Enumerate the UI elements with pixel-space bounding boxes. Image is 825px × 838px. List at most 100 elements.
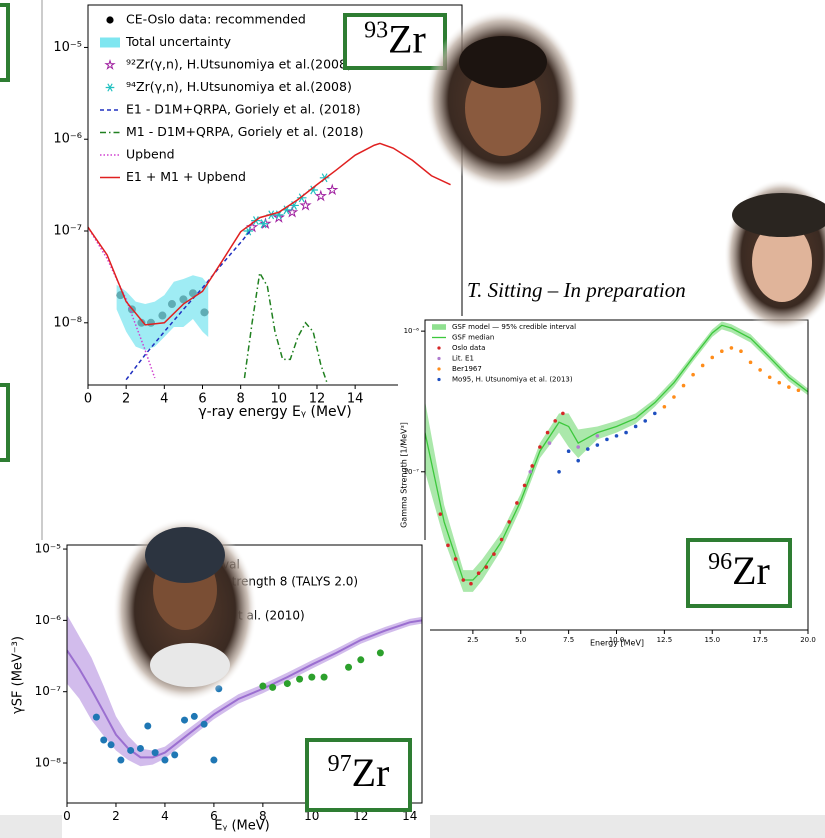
curve <box>88 142 451 326</box>
point <box>528 469 533 474</box>
point <box>100 736 108 744</box>
legend-label: Oslo data <box>452 344 485 352</box>
point <box>438 512 443 516</box>
star-marker <box>272 211 285 223</box>
legend-label: M1 - D1M+QRPA, Goriely et al. (2018) <box>126 124 363 139</box>
star-marker <box>326 183 339 196</box>
isotope-label: 97Zr <box>328 750 390 795</box>
point <box>796 388 801 393</box>
point <box>653 411 657 416</box>
legend-label: E1 + M1 + Upbend <box>126 169 246 184</box>
legend-label: CE-Oslo data: recommended <box>126 12 306 27</box>
curve <box>425 324 808 581</box>
point <box>710 355 715 360</box>
curve <box>125 230 251 381</box>
x-tick-label: 4 <box>161 809 169 823</box>
point <box>92 713 100 721</box>
hair <box>459 36 547 88</box>
x-tick-label: 6 <box>198 392 206 407</box>
x-tick-label: 15.0 <box>704 636 720 644</box>
point <box>614 434 619 438</box>
legend-marker <box>437 346 441 350</box>
point <box>345 663 353 671</box>
uncertainty-band <box>67 614 422 767</box>
x-tick-label: 6 <box>210 809 218 823</box>
element-symbol: Zr <box>352 750 390 795</box>
star-marker <box>286 205 299 218</box>
legend-label: ⁹⁴Zr(γ,n), H.Utsunomiya et al.(2008) <box>126 79 352 94</box>
legend-marker <box>105 83 115 92</box>
legend-label: Mo95, H. Utsunomiya et al. (2013) <box>452 376 573 384</box>
point <box>748 360 753 365</box>
bottom-strips <box>0 815 825 838</box>
point <box>522 483 527 488</box>
point <box>720 349 724 354</box>
point <box>547 441 552 445</box>
x-axis-label: Eᵧ (MeV) <box>214 819 269 834</box>
legend-label: Ber1967 <box>452 365 482 373</box>
isotope-box <box>343 13 447 70</box>
x-tick-label: 12 <box>353 809 368 823</box>
x-tick-label: 2 <box>122 392 130 407</box>
legend-label: Lit. E1 <box>452 355 474 363</box>
point <box>758 368 762 372</box>
mass-number: 96 <box>708 549 732 575</box>
strip <box>0 815 62 838</box>
point <box>662 404 667 409</box>
plot-area <box>425 321 808 592</box>
isotope-label: 96Zr <box>708 548 770 593</box>
star-marker <box>314 189 327 202</box>
point <box>469 581 473 586</box>
legend-label: Upbend <box>126 147 175 162</box>
x-axis-label: γ-ray energy Eᵧ (MeV) <box>198 404 351 420</box>
plot-frame <box>87 4 463 386</box>
point <box>729 346 734 350</box>
mass-number: 97 <box>328 751 352 777</box>
mass-number: 93 <box>364 17 388 43</box>
legend-marker <box>437 356 441 361</box>
cropped-box <box>0 3 10 82</box>
point <box>557 469 561 474</box>
x-axis-label: Energy [MeV] <box>590 639 644 648</box>
point <box>308 673 316 681</box>
y-axis-label: Gamma Strength [1/MeV³] <box>400 422 409 528</box>
point <box>484 565 489 569</box>
point <box>376 649 384 657</box>
x-tick-label: 14 <box>402 809 417 823</box>
point <box>530 464 535 468</box>
asterisk-marker <box>258 219 269 229</box>
point <box>107 741 115 749</box>
face <box>752 222 812 302</box>
point <box>739 349 743 354</box>
point <box>672 395 676 399</box>
curve <box>243 270 329 385</box>
point <box>200 720 208 728</box>
shirt-print <box>150 643 230 687</box>
y-tick-label: 10⁻⁶ <box>35 613 62 627</box>
point <box>700 363 705 368</box>
point <box>136 744 144 752</box>
legend-marker <box>104 59 116 70</box>
point <box>283 680 291 688</box>
x-tick-label: 7.5 <box>563 636 574 644</box>
point <box>357 656 365 664</box>
point <box>161 756 169 764</box>
point <box>171 751 179 759</box>
point <box>507 520 512 524</box>
y-tick-label: 10⁻⁵ <box>53 40 82 55</box>
background-fragments <box>0 0 43 540</box>
point <box>210 756 218 764</box>
y-axis-label: γSF (MeV⁻³) <box>11 636 26 714</box>
legend-marker <box>437 377 441 382</box>
x-tick-label: 4 <box>160 392 168 407</box>
legend-swatch <box>432 324 446 330</box>
point <box>545 430 550 435</box>
credit: T. Sitting – In preparation <box>467 278 686 302</box>
x-tick-label: 2.5 <box>467 636 478 644</box>
plot-frame <box>66 544 423 804</box>
isotope-label: 93Zr <box>364 17 426 62</box>
beanie <box>145 527 225 583</box>
point <box>476 571 481 576</box>
curve <box>88 226 156 379</box>
